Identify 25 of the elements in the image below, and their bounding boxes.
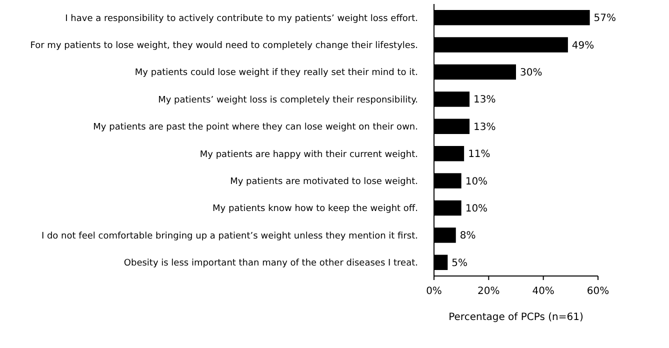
y-tick-label: My patients are motivated to lose weight. (230, 176, 418, 187)
y-tick-label: My patients’ weight loss is completely their responsibility. (158, 95, 418, 106)
data-label: 30% (520, 68, 542, 78)
data-label: 13% (474, 94, 496, 106)
y-tick-label: My patients are happy with their current weight. (200, 150, 418, 160)
x-tick-label: 20% (478, 286, 500, 297)
y-tick-label: I have a responsibility to actively contribute to my patients’ weight loss effort. (65, 14, 418, 24)
data-label: 49% (572, 40, 594, 52)
y-tick-label: Obesity is less important than many of the other diseases I treat. (124, 258, 418, 269)
x-tick-label: 0% (426, 286, 442, 297)
y-tick-label: My patients know how to keep the weight off. (212, 204, 418, 214)
data-label: 11% (468, 149, 490, 160)
data-label: 10% (465, 204, 488, 214)
data-label: 8% (460, 230, 476, 242)
data-label: 5% (452, 258, 468, 269)
y-tick-label: My patients are past the point where they can lose weight on their own. (93, 122, 418, 133)
data-label: 10% (465, 176, 488, 188)
y-tick-label: For my patients to lose weight, they would need to completely change their lifestyles. (30, 40, 418, 51)
data-label: 13% (474, 122, 496, 133)
y-tick-label: I do not feel comfortable bringing up a patient’s weight unless they mention it first. (41, 231, 418, 242)
y-tick-label: My patients could lose weight if they really set their mind to it. (134, 68, 418, 78)
x-tick-label: 60% (586, 286, 610, 297)
x-tick-label: 40% (532, 286, 554, 297)
data-label: 57% (594, 13, 616, 24)
x-axis-title: Percentage of PCPs (n=61) (448, 312, 584, 323)
